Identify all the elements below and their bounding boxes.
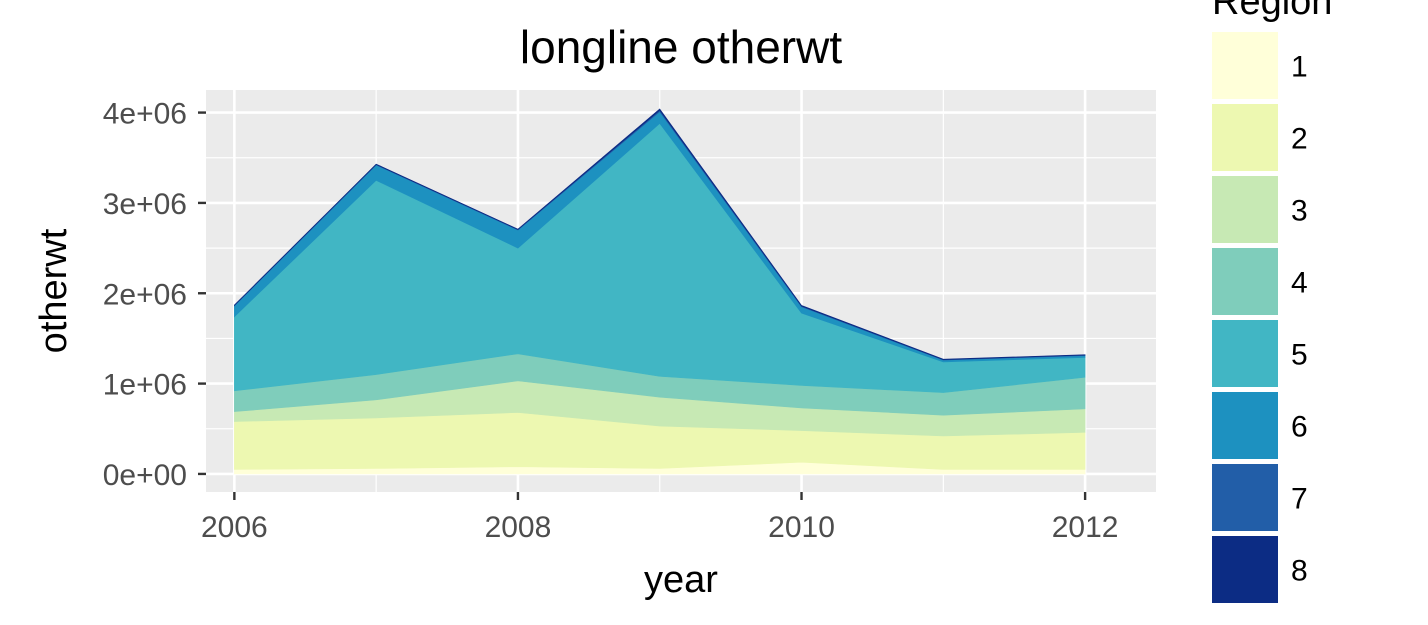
legend-label-7: 7: [1291, 483, 1308, 516]
stacked-areas: [234, 108, 1086, 475]
legend-key-2: [1212, 104, 1278, 171]
x-tick-label: 2006: [201, 511, 268, 544]
legend-label-8: 8: [1291, 555, 1308, 588]
legend-label-6: 6: [1291, 411, 1308, 444]
legend: 1 2 3 4 5 6 7 8: [1212, 32, 1308, 603]
area-region-8: [234, 108, 1086, 360]
legend-key-3: [1212, 176, 1278, 243]
legend-key-6: [1212, 392, 1278, 459]
legend-label-3: 3: [1291, 195, 1308, 228]
legend-label-4: 4: [1291, 267, 1308, 300]
y-axis-title: otherwt: [33, 228, 75, 353]
legend-label-5: 5: [1291, 339, 1308, 372]
legend-key-8: [1212, 536, 1278, 603]
legend-key-1: [1212, 32, 1278, 99]
legend-key-5: [1212, 320, 1278, 387]
x-tick-label: 2008: [485, 511, 552, 544]
x-axis-title: year: [644, 559, 718, 601]
y-tick-label: 4e+06: [103, 98, 187, 131]
y-tick-label: 0e+00: [103, 459, 187, 492]
y-tick-label: 1e+06: [103, 369, 187, 402]
chart-title: longline otherwt: [520, 21, 842, 73]
legend-key-7: [1212, 464, 1278, 531]
legend-title: Region: [1212, 0, 1332, 23]
legend-label-1: 1: [1291, 51, 1308, 84]
axes: 2006 2008 2010 2012 0e+00 1e+06 2e+06 3e+06 4e+0…: [103, 98, 1119, 544]
x-tick-label: 2010: [768, 511, 835, 544]
x-tick-label: 2012: [1052, 511, 1119, 544]
legend-label-2: 2: [1291, 123, 1308, 156]
y-tick-label: 2e+06: [103, 278, 187, 311]
y-tick-label: 3e+06: [103, 188, 187, 221]
legend-key-4: [1212, 248, 1278, 315]
